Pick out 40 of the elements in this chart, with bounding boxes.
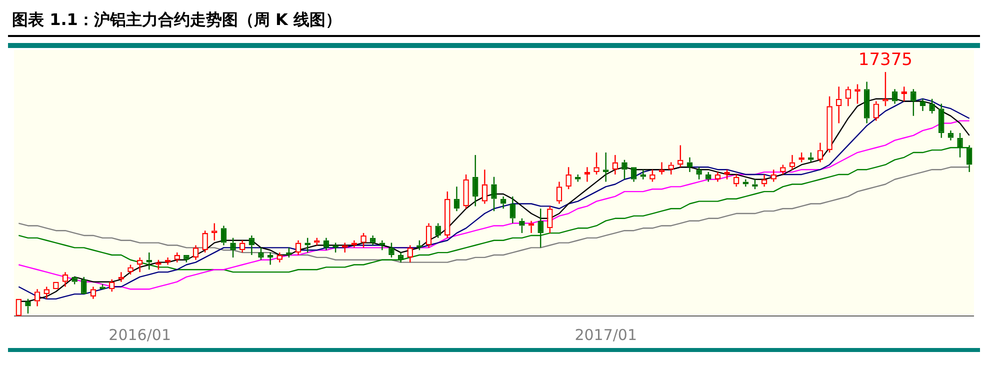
candlestick	[323, 237, 330, 251]
x-tick-label: 2017/01	[574, 326, 638, 344]
annotation: 17375	[858, 50, 913, 70]
candlestick	[370, 234, 376, 246]
candlestick	[538, 208, 544, 248]
candlestick	[948, 130, 954, 141]
candlestick	[901, 86, 907, 102]
candlestick	[220, 225, 227, 246]
candlestick	[136, 256, 143, 273]
candlestick	[845, 86, 852, 107]
candlestick	[966, 144, 972, 173]
candlestick	[892, 88, 898, 104]
candlestick	[500, 196, 506, 210]
candlestick	[938, 103, 944, 138]
candlestick	[714, 171, 721, 182]
candlestick	[34, 288, 40, 307]
candlestick	[864, 81, 870, 124]
candlestick	[248, 234, 255, 256]
candlestick	[630, 167, 637, 182]
candlestick	[295, 240, 302, 256]
candlestick	[426, 222, 432, 248]
candlestick	[556, 181, 562, 204]
x-tick-label: 2016/01	[108, 326, 171, 344]
candlestick	[817, 142, 824, 163]
chart-title: 图表 1.1：沪铝主力合约走势图（周 K 线图）	[8, 8, 980, 37]
candlestick	[454, 186, 460, 212]
candlestick	[920, 98, 926, 112]
candlestick	[686, 156, 693, 173]
candlestick	[398, 252, 404, 263]
candlestick	[192, 244, 199, 260]
candlestick	[622, 159, 628, 180]
candlestick	[444, 190, 450, 239]
candlestick	[482, 169, 488, 204]
candlestick	[566, 166, 572, 190]
candlestick	[910, 88, 916, 117]
candlestick	[472, 154, 478, 207]
candlestick	[510, 196, 516, 224]
candlestick	[957, 132, 963, 158]
candlestick	[584, 166, 590, 182]
candlestick	[230, 237, 236, 258]
